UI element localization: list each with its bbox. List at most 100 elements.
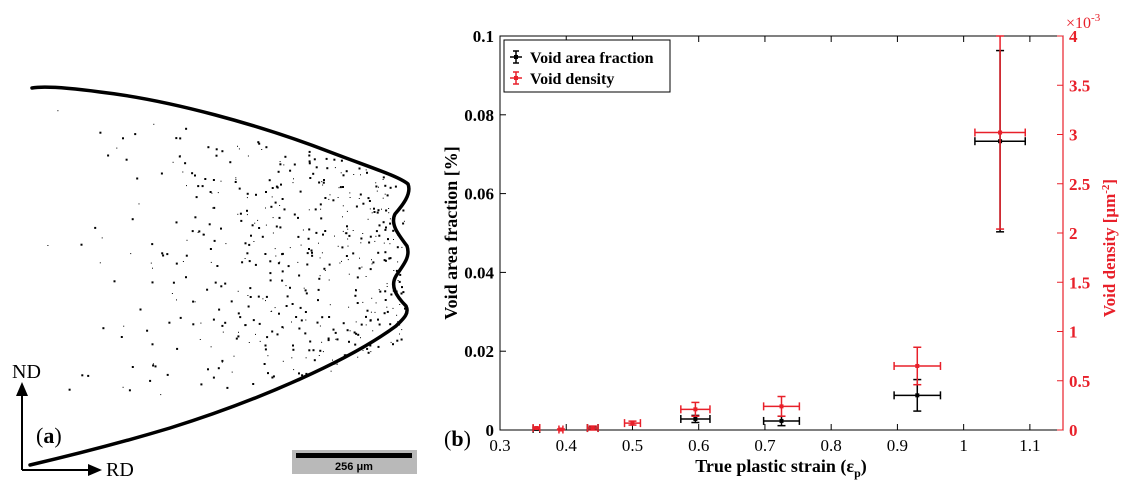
void-dot [378,224,381,227]
void-dot [281,270,284,273]
void-dot [324,270,326,271]
void-dot [99,131,102,134]
void-dot [239,212,242,215]
void-dot [300,244,302,246]
legend-label-void-area-fraction: Void area fraction [530,50,654,67]
void-dot [191,172,194,175]
void-dot [348,234,351,237]
void-dot [366,309,369,312]
void-dot [179,137,182,140]
void-dot [353,331,356,334]
void-dot [358,167,361,170]
void-dot [166,253,169,256]
void-dot [176,347,179,350]
void-area-fraction-point [762,415,801,427]
void-dot [386,306,388,308]
void-dot [399,273,402,276]
void-dot [333,362,336,365]
x-tick-label: 1.1 [1019,436,1040,455]
void-dot [300,319,303,322]
void-dot [332,359,333,361]
void-dot [305,292,308,295]
void-dot [240,219,243,222]
legend-box [503,39,671,93]
void-dot [402,201,404,203]
void-dot [395,290,398,293]
void-dot [362,301,364,303]
void-dot [265,224,267,226]
void-dot [185,254,188,257]
void-dot [348,273,350,275]
void-dot [392,229,395,232]
void-dot [355,332,358,335]
left-y-axis-label: Void area fraction [%] [441,146,461,319]
void-area-fraction-point [680,414,711,424]
void-dot [385,209,388,212]
void-dot [246,192,249,195]
void-dot [276,333,279,336]
void-dot [369,344,372,347]
void-dot [334,235,335,237]
void-dot [323,179,325,181]
void-dot [297,216,299,219]
void-dot [371,263,373,265]
void-dots [47,110,406,396]
void-dot [267,355,269,357]
void-dot [322,351,324,353]
void-dot [212,376,215,379]
void-dot [314,208,317,211]
void-dot [397,280,399,281]
void-dot [358,267,361,270]
rd-arrow-head [88,464,102,476]
void-dot [329,194,331,196]
void-dot [388,212,390,214]
void-dot [235,337,238,340]
void-density-point [680,401,711,417]
void-dot [401,286,403,289]
void-dot [241,261,244,264]
void-dot [199,339,201,340]
void-dot [238,187,241,190]
void-dot [160,172,163,175]
void-dot [131,366,134,368]
void-dot [278,216,281,219]
void-dot [384,259,387,262]
void-dot [178,155,181,158]
void-dot [332,328,335,331]
void-dot [320,208,322,210]
void-dot [342,186,344,188]
void-dot [319,325,321,327]
right-y-tick-label: 4 [1069,27,1078,46]
x-tick-label: 0.8 [821,436,842,455]
void-dot [161,252,164,255]
void-dot [366,347,369,350]
void-dot [319,349,322,352]
void-dot [377,251,380,254]
rd-label: RD [106,459,134,481]
void-dot [151,281,154,284]
void-dot [154,365,157,368]
void-dot [368,241,371,244]
void-dot [375,302,377,304]
void-dot [57,110,59,112]
void-dot [275,255,277,257]
void-dot [248,243,251,246]
void-dot [280,183,282,186]
void-dot [368,200,371,202]
void-dot [345,255,348,257]
void-dot [168,321,171,324]
void-dot [386,283,388,285]
void-dot [365,276,367,277]
void-dot [250,234,252,237]
void-dot [101,237,103,239]
void-dot [304,332,307,335]
void-dot [333,158,336,161]
void-dot [293,163,296,166]
void-dot [308,162,311,165]
void-dot [279,205,281,206]
void-dot [349,330,351,332]
void-dot [247,155,249,157]
void-dot [237,145,238,147]
void-dot [397,321,399,323]
void-dot [390,341,392,343]
